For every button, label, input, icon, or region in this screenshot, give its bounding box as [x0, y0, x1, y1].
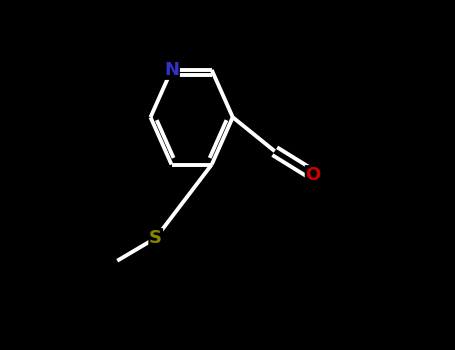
Text: S: S: [149, 229, 162, 247]
Text: O: O: [306, 166, 321, 184]
Text: N: N: [164, 61, 179, 79]
